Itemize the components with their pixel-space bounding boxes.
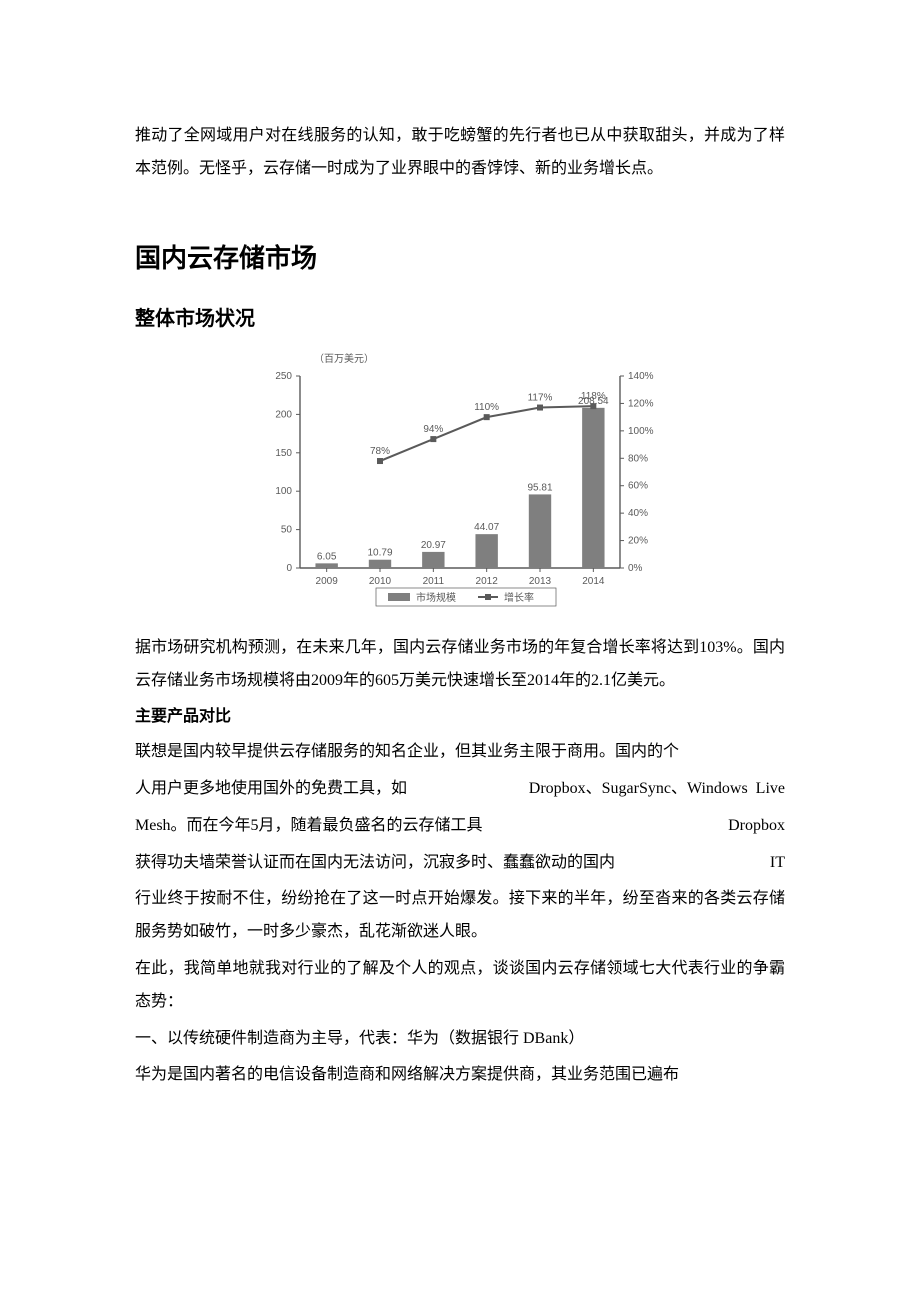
svg-text:2012: 2012	[476, 576, 499, 587]
svg-text:2011: 2011	[423, 576, 445, 587]
svg-text:2014: 2014	[582, 576, 605, 587]
item-1-body: 华为是国内著名的电信设备制造商和网络解决方案提供商，其业务范围已遍布	[135, 1059, 785, 1092]
svg-text:增长率: 增长率	[504, 591, 534, 604]
svg-text:94%: 94%	[423, 424, 443, 435]
heading-overall: 整体市场状况	[135, 299, 785, 340]
p3-b-right: Dropbox、SugarSync、Windows Live	[529, 773, 785, 806]
svg-text:2010: 2010	[369, 576, 392, 587]
products-paragraph: 联想是国内较早提供云存储服务的知名企业，但其业务主限于商用。国内的个 人用户更多…	[135, 736, 785, 949]
chart-container: （百万美元） 0 50 100 150 200 250 0% 20% 40% 60% 80% 100% 1…	[135, 348, 785, 620]
p3-line-a: 联想是国内较早提供云存储服务的知名企业，但其业务主限于商用。国内的个	[135, 736, 785, 769]
svg-text:（百万美元）: （百万美元）	[314, 352, 374, 365]
p3-d-right: IT	[770, 847, 785, 880]
market-chart: （百万美元） 0 50 100 150 200 250 0% 20% 40% 60% 80% 100% 1…	[250, 348, 670, 620]
p3-d-left: 获得功夫墙荣誉认证而在国内无法访问，沉寂多时、蠢蠢欲动的国内	[135, 847, 615, 880]
intro-paragraph: 推动了全网域用户对在线服务的认知，敢于吃螃蟹的先行者也已从中获取甜头，并成为了样…	[135, 120, 785, 186]
opinion-paragraph: 在此，我简单地就我对行业的了解及个人的观点，谈谈国内云存储领域七大代表行业的争霸…	[135, 953, 785, 1019]
section-label-products: 主要产品对比	[135, 701, 785, 734]
svg-text:120%: 120%	[628, 398, 654, 409]
svg-text:20%: 20%	[628, 535, 648, 546]
svg-text:117%: 117%	[528, 392, 553, 403]
svg-text:40%: 40%	[628, 508, 648, 519]
p3-line-c: Mesh。而在今年5月，随着最负盛名的云存储工具 Dropbox	[135, 810, 785, 843]
item-1-title: 一、以传统硬件制造商为主导，代表：华为（数据银行 DBank）	[135, 1023, 785, 1056]
svg-text:200: 200	[275, 409, 292, 420]
svg-text:118%: 118%	[581, 391, 606, 402]
svg-text:100: 100	[275, 486, 292, 497]
svg-text:50: 50	[281, 524, 293, 535]
svg-text:150: 150	[275, 448, 292, 459]
svg-text:95.81: 95.81	[527, 482, 552, 493]
svg-text:110%: 110%	[474, 402, 499, 413]
svg-text:80%: 80%	[628, 453, 648, 464]
p3-line-e: 行业终于按耐不住，纷纷抢在了这一时点开始爆发。接下来的半年，纷至沓来的各类云存储…	[135, 883, 785, 949]
svg-text:250: 250	[275, 371, 292, 382]
svg-text:78%: 78%	[370, 446, 390, 457]
heading-market: 国内云存储市场	[135, 232, 785, 285]
svg-text:2013: 2013	[529, 576, 552, 587]
svg-text:140%: 140%	[628, 371, 654, 382]
svg-text:2009: 2009	[316, 576, 339, 587]
svg-text:60%: 60%	[628, 481, 648, 492]
p3-line-d: 获得功夫墙荣誉认证而在国内无法访问，沉寂多时、蠢蠢欲动的国内 IT	[135, 847, 785, 880]
p3-c-left: Mesh。而在今年5月，随着最负盛名的云存储工具	[135, 810, 483, 843]
chart-summary-paragraph: 据市场研究机构预测，在未来几年，国内云存储业务市场的年复合增长率将达到103%。…	[135, 632, 785, 698]
svg-text:10.79: 10.79	[367, 548, 392, 559]
p3-c-right: Dropbox	[728, 810, 785, 843]
svg-text:44.07: 44.07	[474, 522, 499, 533]
svg-text:0%: 0%	[628, 563, 643, 574]
svg-text:0: 0	[286, 563, 292, 574]
p3-line-b: 人用户更多地使用国外的免费工具，如 Dropbox、SugarSync、Wind…	[135, 773, 785, 806]
svg-text:100%: 100%	[628, 426, 654, 437]
svg-text:20.97: 20.97	[421, 540, 446, 551]
svg-text:市场规模: 市场规模	[416, 591, 456, 604]
svg-text:6.05: 6.05	[317, 551, 337, 562]
p3-b-left: 人用户更多地使用国外的免费工具，如	[135, 773, 407, 806]
